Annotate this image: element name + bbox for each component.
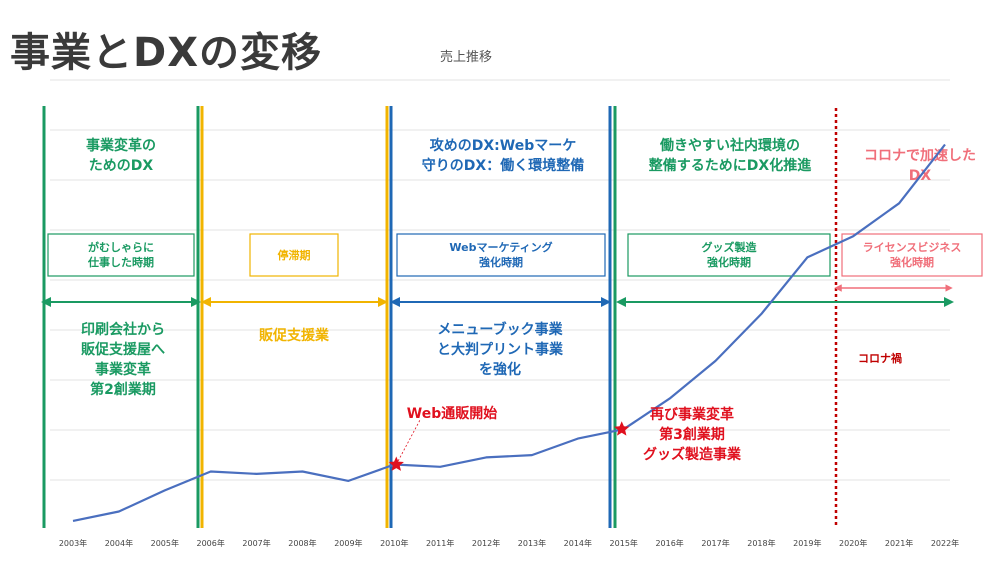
x-tick-label: 2021年 bbox=[885, 538, 913, 548]
annotation-restart: 第3創業期 bbox=[659, 426, 725, 443]
x-tick-label: 2008年 bbox=[288, 538, 316, 548]
phase-description: 販促支援屋へ bbox=[81, 341, 165, 358]
annotation-leader bbox=[395, 419, 421, 465]
x-tick-label: 2014年 bbox=[564, 538, 592, 548]
x-tick-label: 2006年 bbox=[197, 538, 225, 548]
phase-description: 事業変革 bbox=[95, 361, 151, 378]
x-tick-label: 2003年 bbox=[59, 538, 87, 548]
phase-box bbox=[841, 233, 983, 277]
phase-box-label: 強化時期 bbox=[707, 255, 751, 269]
annotation-restart: グッズ製造事業 bbox=[643, 446, 742, 463]
phase-title: 事業変革の bbox=[86, 137, 156, 154]
x-tick-label: 2016年 bbox=[655, 538, 683, 548]
phase-description: 印刷会社から bbox=[81, 321, 165, 338]
x-tick-label: 2012年 bbox=[472, 538, 500, 548]
phase-box-label: 仕事した時期 bbox=[87, 255, 154, 269]
x-tick-label: 2009年 bbox=[334, 538, 362, 548]
phase-description: 販促支援業 bbox=[259, 327, 330, 344]
annotation-web-start: Web通販開始 bbox=[407, 405, 497, 422]
x-tick-label: 2019年 bbox=[793, 538, 821, 548]
phase-box-label: Webマーケティング bbox=[449, 240, 552, 254]
phase-box-label: 強化時期 bbox=[890, 255, 934, 269]
x-tick-label: 2018年 bbox=[747, 538, 775, 548]
x-tick-label: 2022年 bbox=[931, 538, 959, 548]
phase-description: メニューブック事業 bbox=[437, 321, 563, 338]
x-tick-label: 2004年 bbox=[105, 538, 133, 548]
x-tick-label: 2017年 bbox=[701, 538, 729, 548]
phase-box-label: がむしゃらに bbox=[88, 240, 154, 254]
page-title: 事業とDXの変移 bbox=[10, 30, 323, 76]
phase-description: 第2創業期 bbox=[90, 381, 156, 398]
x-tick-label: 2007年 bbox=[242, 538, 270, 548]
x-tick-label: 2005年 bbox=[151, 538, 179, 548]
x-tick-label: 2013年 bbox=[518, 538, 546, 548]
annotation-restart: 再び事業変革 bbox=[650, 406, 734, 423]
phase-description: と大判プリント事業 bbox=[437, 341, 564, 358]
x-tick-label: 2010年 bbox=[380, 538, 408, 548]
sales-line bbox=[72, 143, 946, 522]
chart-subtitle: 売上推移 bbox=[440, 50, 493, 65]
phase-title: 守りのDX：働く環境整備 bbox=[422, 157, 584, 174]
x-tick-label: 2015年 bbox=[610, 538, 638, 548]
phase-box bbox=[47, 233, 195, 277]
x-tick-label: 2020年 bbox=[839, 538, 867, 548]
phase-title: 整備するためにDX化推進 bbox=[648, 157, 811, 174]
milestone-star-icon bbox=[388, 456, 404, 471]
phase-description: を強化 bbox=[479, 361, 521, 378]
phase-title: 働きやすい社内環境の bbox=[659, 137, 800, 154]
phase-box-label: グッズ製造 bbox=[702, 240, 758, 254]
covid-label: コロナ禍 bbox=[858, 351, 902, 365]
milestone-star-icon bbox=[614, 421, 630, 436]
phase-box-label: 強化時期 bbox=[479, 255, 523, 269]
phase-box bbox=[249, 233, 339, 277]
phase-title: 攻めのDX:Webマーケ bbox=[430, 137, 576, 154]
phase-box-label: 停滞期 bbox=[278, 248, 311, 262]
x-tick-label: 2011年 bbox=[426, 538, 454, 548]
phase-box-label: ライセンスビジネス bbox=[863, 240, 962, 254]
phase-title: コロナで加速した bbox=[864, 147, 976, 164]
phase-box bbox=[627, 233, 831, 277]
phase-box bbox=[396, 233, 606, 277]
phase-title: ためのDX bbox=[89, 158, 154, 174]
